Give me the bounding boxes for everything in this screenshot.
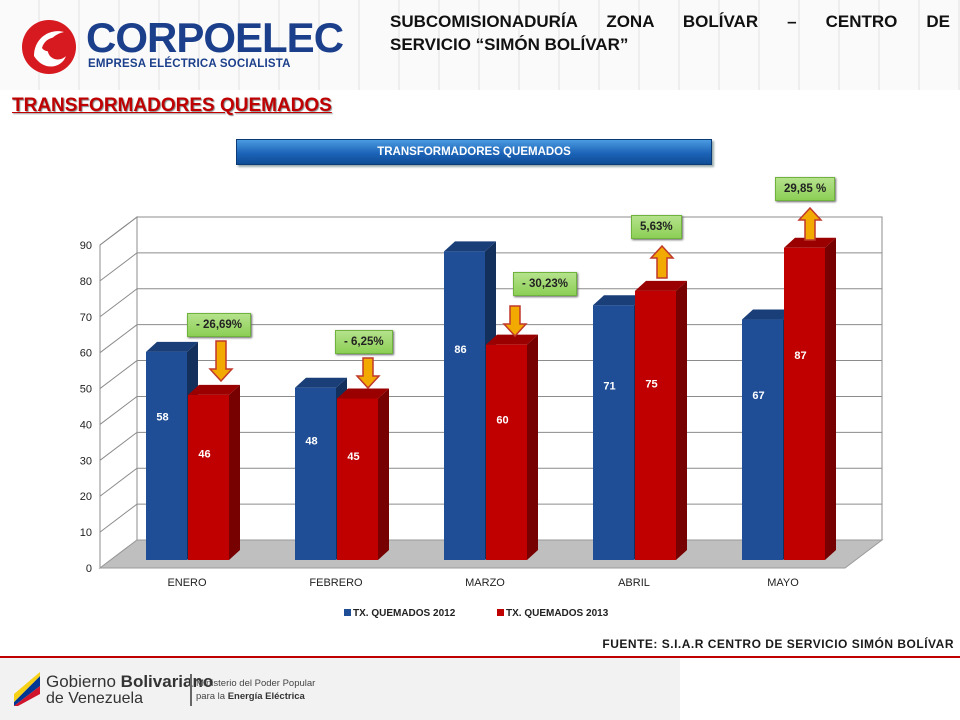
arrow-down-icon — [355, 357, 381, 390]
gridline — [99, 288, 882, 318]
gobierno-bolivariano-logo: Gobierno Bolivariano de Venezuela Minist… — [12, 670, 332, 710]
bar-top — [188, 384, 240, 395]
header-title-line2: SERVICIO “SIMÓN BOLÍVAR” — [390, 35, 629, 54]
data-label: 75 — [645, 379, 657, 391]
bar-tx-quemados-2013-enero — [188, 394, 229, 560]
bar-side — [676, 280, 687, 560]
bar-tx-quemados-2013-abril — [635, 290, 676, 560]
bar-tx-quemados-2013-mayo — [784, 247, 825, 560]
bar-top — [635, 280, 687, 291]
x-tick-label: ABRIL — [618, 577, 650, 589]
logo-subtitle: EMPRESA ELÉCTRICA SOCIALISTA — [88, 58, 291, 70]
footer-divider — [0, 656, 960, 658]
y-tick-label: 40 — [80, 419, 92, 431]
change-badge-enero: - 26,69% — [187, 313, 252, 337]
gov-line1: Gobierno Bolivariano — [46, 672, 213, 692]
arrow-down-icon — [208, 340, 234, 383]
bar-tx-quemados-2013-marzo — [486, 344, 527, 560]
bar-side — [527, 334, 538, 560]
legend-swatch — [497, 609, 504, 616]
page-heading: TRANSFORMADORES QUEMADOS — [12, 95, 332, 116]
gridline — [99, 252, 882, 282]
legend-label: TX. QUEMADOS 2012 — [353, 608, 456, 619]
header-band — [0, 0, 960, 90]
data-label: 87 — [794, 350, 806, 362]
data-label: 58 — [156, 412, 168, 424]
header-title: SUBCOMISIONADURÍA ZONA BOLÍVAR – CENTRO … — [390, 10, 950, 56]
bar-chart: 0 10 20 30 40 50 60 70 80 90 58 46 ENERO 48 45 FEBRERO 8… — [80, 206, 884, 619]
x-tick-label: MARZO — [465, 577, 505, 589]
gov-line1-a: Gobierno — [46, 672, 121, 691]
gov-separator — [190, 674, 192, 706]
bar-tx-quemados-2012-mayo — [742, 319, 783, 560]
bar-top — [742, 309, 794, 320]
ministry-line2-b: Energía Eléctrica — [227, 691, 305, 702]
arrow-up-icon — [649, 244, 675, 279]
corpoelec-flame-icon — [22, 20, 76, 74]
bar-tx-quemados-2012-abril — [593, 305, 634, 560]
bar-top — [593, 295, 645, 306]
y-tick-label: 80 — [80, 276, 92, 288]
x-tick-label: FEBRERO — [309, 577, 363, 589]
bar-side — [229, 384, 240, 560]
arrow-up-icon — [797, 206, 823, 241]
bar-top — [146, 341, 198, 352]
bar-side — [825, 237, 836, 560]
change-badge-mayo: 29,85 % — [775, 177, 836, 201]
data-label: 46 — [198, 448, 210, 460]
chart-title: TRANSFORMADORES QUEMADOS — [236, 139, 712, 165]
data-label: 60 — [496, 415, 508, 427]
legend-swatch — [344, 609, 351, 616]
chart-side-wall — [99, 215, 138, 570]
bar-tx-quemados-2012-febrero — [295, 387, 336, 560]
data-label: 48 — [305, 436, 317, 448]
bar-tx-quemados-2013-febrero — [337, 398, 378, 560]
y-tick-label: 90 — [80, 240, 92, 252]
bar-top — [295, 377, 347, 388]
logo-wordmark: CORPOELEC — [86, 14, 344, 61]
bar-top — [486, 334, 538, 345]
change-badge-febrero: - 6,25% — [335, 330, 393, 354]
arrow-down-icon — [502, 305, 528, 338]
data-label: 86 — [454, 344, 466, 356]
ministry-line2-a: para la — [196, 691, 228, 702]
bar-top — [444, 241, 496, 252]
y-tick-label: 60 — [80, 348, 92, 360]
bar-top — [337, 388, 389, 399]
footer-band — [0, 658, 960, 720]
corpoelec-logo: CORPOELEC EMPRESA ELÉCTRICA SOCIALISTA — [20, 14, 344, 74]
source-note: FUENTE: S.I.A.R CENTRO DE SERVICIO SIMÓN… — [602, 637, 954, 651]
y-tick-label: 20 — [80, 491, 92, 503]
y-tick-label: 30 — [80, 455, 92, 467]
y-tick-label: 0 — [86, 563, 92, 575]
header-title-line1: SUBCOMISIONADURÍA ZONA BOLÍVAR – CENTRO … — [390, 12, 950, 31]
bar-tx-quemados-2012-marzo — [444, 251, 485, 560]
venezuela-flag-icon — [14, 672, 40, 706]
bar-side — [378, 388, 389, 560]
change-badge-abril: 5,63% — [631, 215, 682, 239]
data-label: 45 — [347, 451, 359, 463]
ministry-line1: Ministerio del Poder Popular — [196, 678, 316, 689]
x-tick-label: MAYO — [767, 577, 799, 589]
y-tick-label: 70 — [80, 312, 92, 324]
y-tick-label: 50 — [80, 384, 92, 396]
y-tick-label: 10 — [80, 527, 92, 539]
legend-label: TX. QUEMADOS 2013 — [506, 608, 609, 619]
change-badge-marzo: - 30,23% — [513, 272, 578, 296]
ministry-line2: para la Energía Eléctrica — [196, 691, 305, 702]
bar-tx-quemados-2012-enero — [146, 351, 187, 560]
data-label: 67 — [752, 390, 764, 402]
x-tick-label: ENERO — [167, 577, 207, 589]
data-label: 71 — [603, 380, 615, 392]
bar-top — [784, 237, 836, 248]
gov-line2: de Venezuela — [46, 690, 143, 707]
